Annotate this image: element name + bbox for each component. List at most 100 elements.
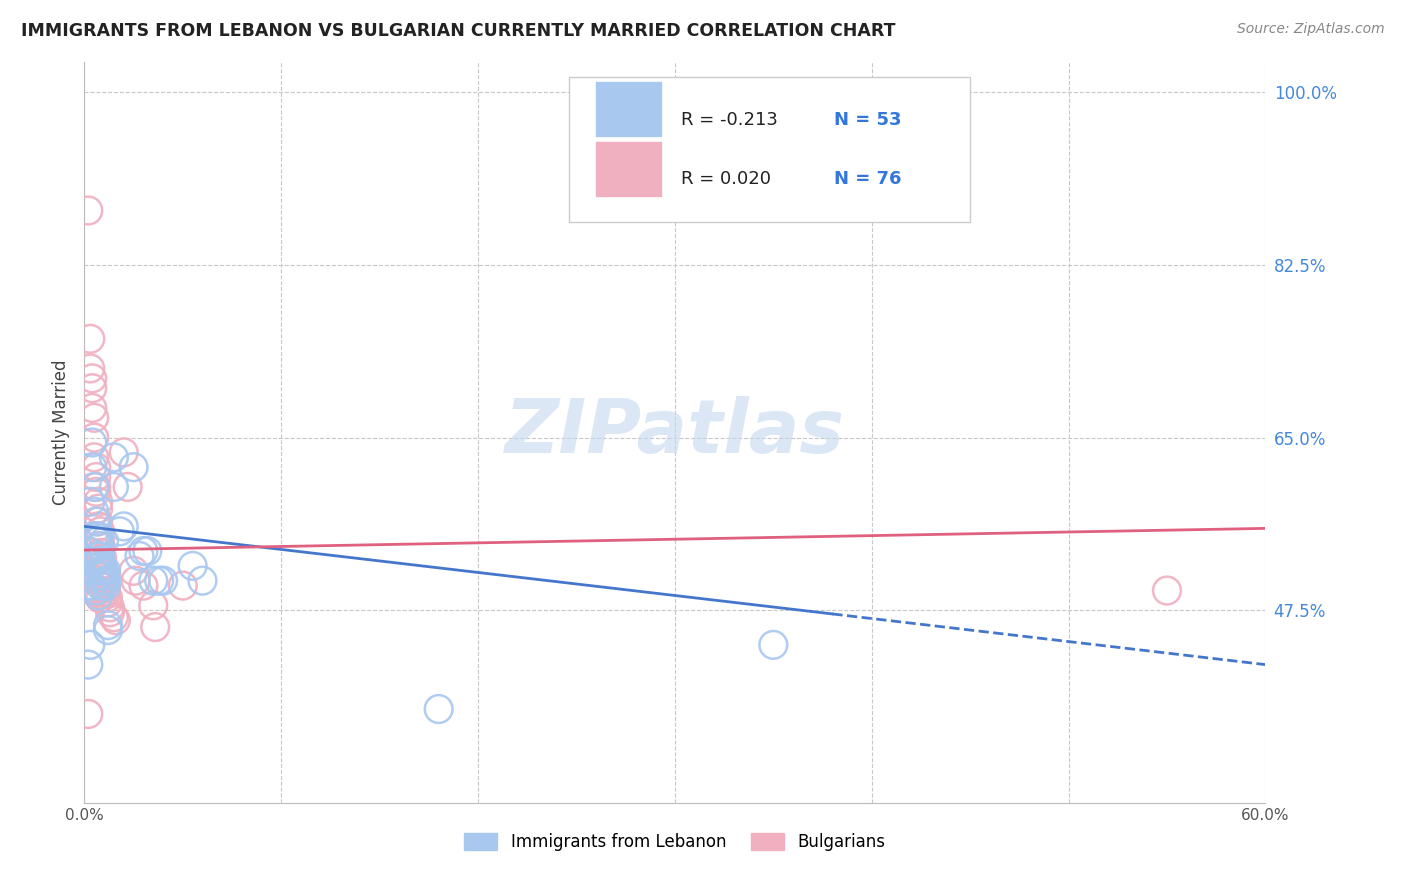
Point [84,585,107,599]
Point [79,581,101,595]
Text: Source: ZipAtlas.com: Source: ZipAtlas.com [1237,22,1385,37]
Point [83,410,105,425]
Point [132,579,155,593]
Point [84,534,107,549]
Point [427,702,450,716]
Point [124,574,146,588]
Point [87,549,110,563]
Point [91,551,114,566]
Point [83,505,105,519]
Text: N = 53: N = 53 [834,112,901,129]
Point [87,568,110,582]
Point [98,605,121,619]
Point [103,610,125,624]
Point [97,623,120,637]
Point [87,589,110,603]
Point [79,638,101,652]
Text: IMMIGRANTS FROM LEBANON VS BULGARIAN CURRENTLY MARRIED CORRELATION CHART: IMMIGRANTS FROM LEBANON VS BULGARIAN CUR… [21,22,896,40]
Point [91,558,114,573]
Point [91,563,114,577]
Point [132,544,155,558]
Point [93,571,115,585]
Point [94,574,117,588]
Point [93,566,115,581]
Point [181,558,204,573]
Point [77,544,100,558]
Point [89,524,111,539]
Point [93,581,115,595]
Point [82,381,104,395]
Point [94,579,117,593]
Point [84,484,107,499]
Point [93,564,115,578]
Point [97,591,120,605]
Point [91,579,114,593]
Point [108,524,131,539]
Point [77,706,100,721]
Point [83,529,105,543]
Point [122,564,145,578]
Point [94,584,117,599]
Point [87,589,110,603]
Point [172,579,194,593]
Point [143,620,166,634]
Legend: Immigrants from Lebanon, Bulgarians: Immigrants from Lebanon, Bulgarians [457,826,893,857]
Point [148,574,170,588]
Point [77,657,100,672]
Point [94,581,117,595]
Point [87,554,110,568]
Point [89,539,111,553]
Point [91,557,114,571]
Point [87,529,110,543]
Point [128,549,150,563]
Point [87,519,110,533]
Point [79,579,101,593]
Point [83,480,105,494]
Point [112,445,135,459]
Point [122,460,145,475]
Point [103,450,125,465]
Point [84,554,107,568]
Point [84,460,107,475]
Point [82,582,104,596]
Y-axis label: Currently Married: Currently Married [52,359,70,506]
Point [79,494,101,508]
Point [79,361,101,376]
Point [94,564,117,578]
Point [89,546,111,560]
Point [87,501,110,516]
Point [89,579,111,593]
Text: R = 0.020: R = 0.020 [681,170,770,188]
Point [1156,583,1178,598]
Point [104,613,127,627]
Point [87,515,110,529]
FancyBboxPatch shape [596,82,661,136]
Point [84,480,107,494]
Point [82,371,104,385]
Point [93,534,115,549]
Point [82,435,104,450]
Point [84,583,107,598]
Text: N = 76: N = 76 [834,170,901,188]
Point [89,539,111,553]
Point [112,519,135,533]
Point [93,568,115,582]
Point [84,470,107,484]
Point [87,534,110,549]
Point [93,575,115,590]
Point [94,586,117,600]
Point [83,583,105,598]
Point [82,579,104,593]
Point [83,450,105,465]
Point [89,564,111,578]
Point [191,574,214,588]
Point [97,595,120,609]
Text: ZIPatlas: ZIPatlas [505,396,845,469]
Point [79,332,101,346]
Point [84,515,107,529]
Point [142,599,165,613]
Point [97,618,120,632]
Point [89,531,111,545]
Point [103,480,125,494]
FancyBboxPatch shape [596,142,661,195]
